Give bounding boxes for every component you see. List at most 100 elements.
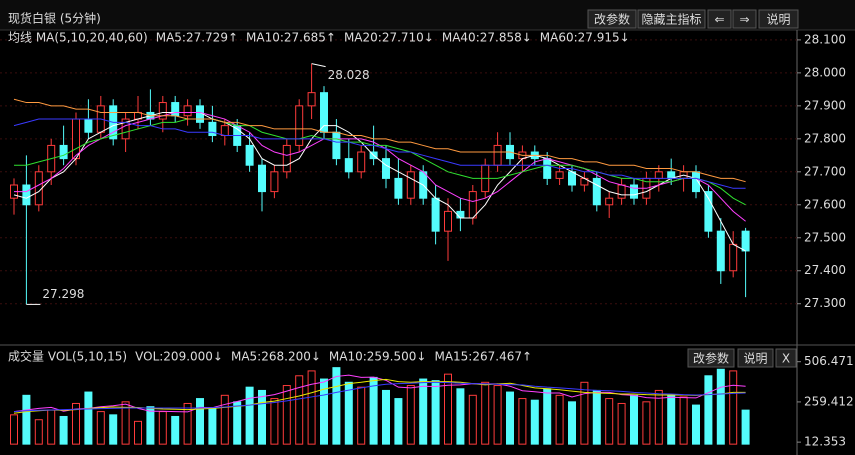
button[interactable]	[707, 9, 732, 29]
volume-bar	[704, 375, 713, 445]
volume-bar	[679, 396, 688, 445]
y-tick-label: 27.800	[804, 131, 846, 145]
button-label[interactable]: X	[782, 352, 790, 366]
volume-bar	[630, 394, 638, 445]
volume-bar	[530, 399, 539, 445]
volume-bar	[72, 402, 80, 445]
y-tick-label: 27.700	[804, 164, 846, 178]
volume-bar	[34, 419, 43, 445]
candle-body	[258, 164, 266, 193]
candle-body	[295, 105, 304, 146]
volume-bar	[642, 401, 651, 445]
button[interactable]	[775, 348, 797, 368]
volume-bar	[555, 394, 564, 445]
candle-body	[245, 144, 254, 166]
candle-body	[307, 92, 316, 107]
volume-bar	[518, 398, 527, 445]
volume-bar	[729, 370, 738, 445]
ma-line	[13, 111, 746, 252]
volume-bar	[369, 376, 378, 445]
button[interactable]	[687, 348, 735, 368]
legend-entry: MA10:27.685↑	[246, 31, 336, 45]
volume-bar	[592, 389, 601, 445]
volume-bar	[456, 388, 465, 445]
volume-bar	[158, 411, 167, 445]
ma-line	[13, 98, 746, 183]
volume-bar	[568, 401, 576, 445]
candle-body	[630, 184, 638, 199]
volume-bar	[96, 411, 105, 445]
volume-bar	[121, 401, 130, 445]
volume-bar	[580, 381, 589, 445]
chart-title: 现货白银 (5分钟)	[8, 11, 101, 26]
volume-bar	[468, 394, 477, 445]
legend-entry: VOL:209.000↓	[135, 350, 223, 364]
button-label[interactable]: ⇒	[739, 13, 749, 27]
candle-body	[406, 171, 415, 199]
volume-bar	[605, 398, 614, 445]
candle-body	[22, 184, 31, 206]
y-tick-label: 27.600	[804, 197, 846, 211]
candle-body	[332, 131, 341, 160]
y-tick-label: 28.100	[804, 32, 846, 46]
volume-bar	[617, 402, 626, 445]
volume-bar	[394, 398, 403, 445]
legend-entry: 均线 MA(5,10,20,40,60)	[8, 31, 148, 45]
volume-bar	[10, 414, 18, 445]
volume-bar	[493, 385, 502, 445]
y-tick-label: 506.471	[804, 354, 854, 368]
button[interactable]	[587, 9, 637, 29]
legend-entry: MA10:259.500↓	[329, 350, 427, 364]
y-tick-label: 27.300	[804, 296, 846, 310]
volume-bar	[506, 391, 514, 445]
volume-bar	[47, 409, 56, 445]
button[interactable]	[732, 9, 757, 29]
max-leader	[311, 63, 326, 68]
button[interactable]	[737, 348, 774, 368]
button-label[interactable]: 说明	[766, 12, 790, 27]
button-label[interactable]: ⇐	[714, 13, 724, 27]
volume-bar	[332, 367, 341, 445]
button[interactable]	[637, 9, 706, 29]
volume-bar	[282, 385, 291, 445]
candle-body	[431, 197, 440, 232]
volume-bar	[320, 378, 328, 445]
candle-body	[543, 158, 552, 179]
volume-bar	[183, 402, 192, 445]
candle-body	[704, 191, 713, 232]
candle-body	[344, 158, 353, 173]
volume-bar	[419, 378, 428, 445]
volume-bar	[22, 394, 31, 445]
volume-bar	[270, 398, 279, 445]
volume-ma-line	[13, 378, 746, 414]
candle-body	[654, 171, 663, 179]
candle-body	[220, 125, 229, 137]
candle-body	[183, 105, 192, 117]
legend-entry: MA20:27.710↓	[344, 31, 434, 45]
volume-bar	[654, 389, 663, 445]
y-tick-label: 27.400	[804, 263, 846, 277]
ma-line	[14, 118, 746, 206]
button[interactable]	[758, 9, 799, 29]
volume-bar	[344, 381, 353, 445]
max-label: 28.028	[328, 68, 370, 82]
candle-body	[716, 230, 725, 272]
button-label[interactable]: 隐藏主指标	[641, 12, 701, 27]
y-tick-label: 27.900	[804, 98, 846, 112]
volume-bar	[741, 409, 750, 445]
button-label[interactable]: 说明	[743, 351, 767, 366]
volume-bar	[692, 404, 700, 445]
candle-body	[158, 102, 167, 120]
volume-bar	[382, 389, 390, 445]
legend-entry: MA60:27.915↓	[540, 31, 630, 45]
volume-bar	[543, 388, 552, 445]
button-label[interactable]: 改参数	[693, 351, 729, 366]
min-label: 27.298	[42, 287, 84, 301]
candle-body	[493, 144, 502, 166]
button-label[interactable]: 改参数	[594, 12, 630, 27]
volume-bar	[134, 420, 142, 445]
y-tick-label: 27.500	[804, 230, 846, 244]
volume-bar	[307, 370, 316, 445]
candle-body	[741, 230, 750, 252]
